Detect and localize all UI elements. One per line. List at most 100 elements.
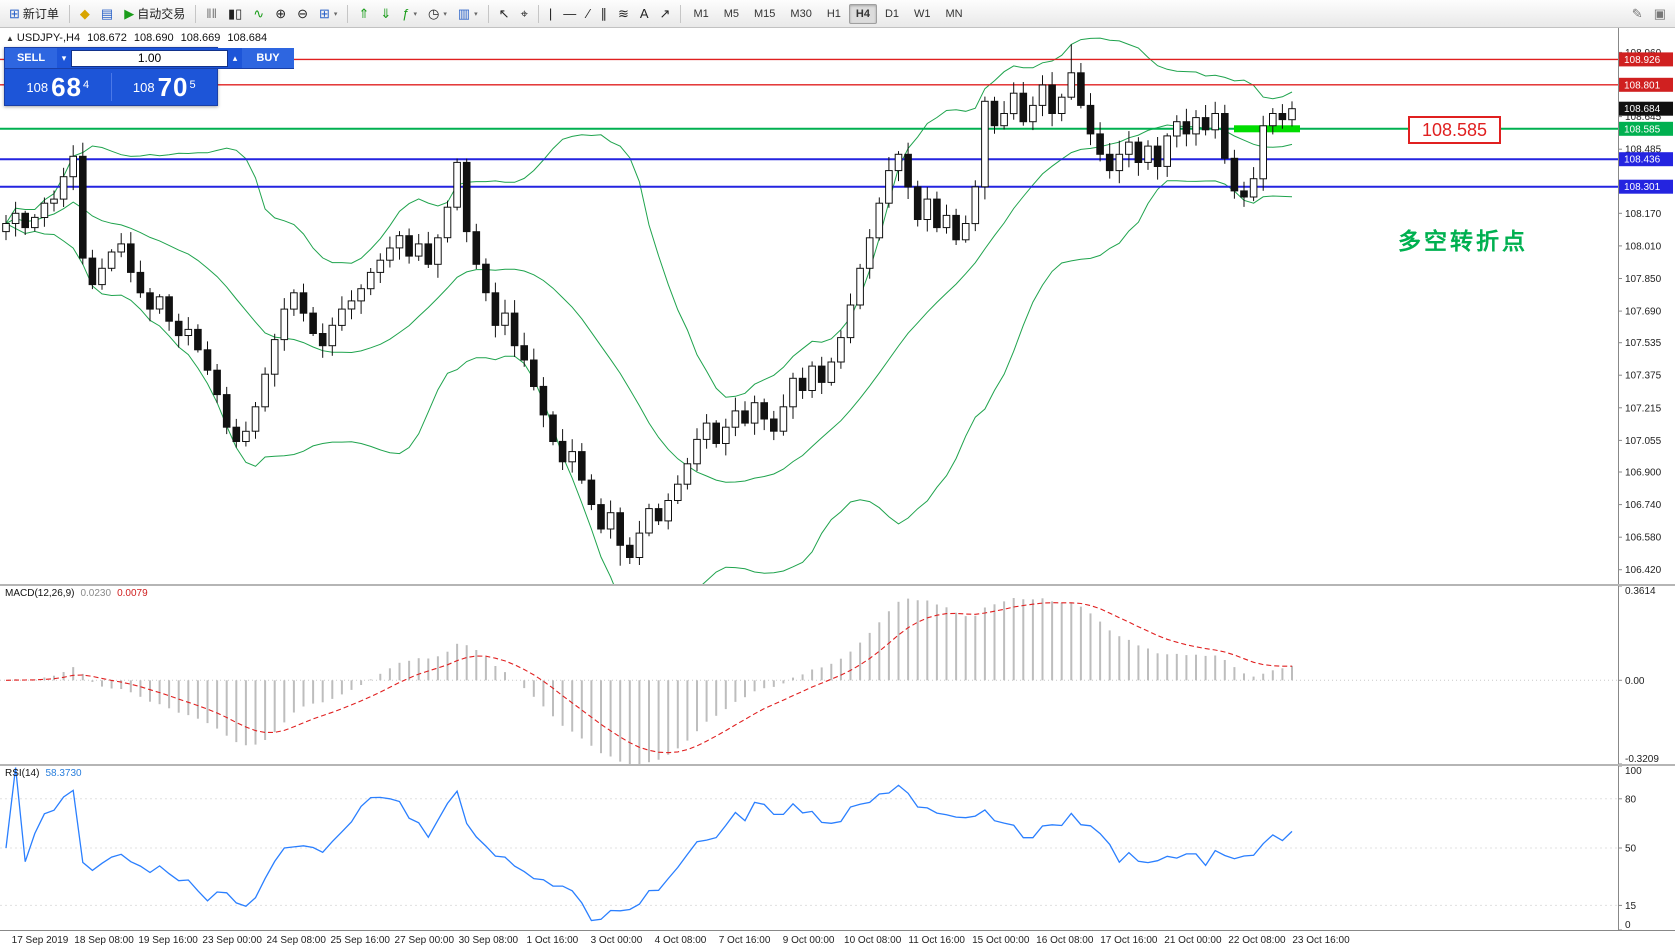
candle-body	[894, 153, 903, 172]
bollinger-middle-band	[5, 124, 1293, 483]
time-axis-label: 21 Oct 00:00	[1164, 935, 1222, 946]
arrange-windows-button[interactable]: ⇑	[353, 3, 374, 25]
timeframe-h1-button[interactable]: H1	[820, 4, 848, 24]
time-axis-label: 30 Sep 08:00	[458, 935, 519, 946]
candle-body	[635, 532, 644, 559]
candle-body	[933, 198, 941, 229]
macd-pane[interactable]: 0.3614 0.00 -0.3209	[0, 586, 1675, 764]
text-tool-button[interactable]: A	[635, 3, 654, 25]
toolbar-separator	[68, 4, 70, 23]
collapse-triangle-icon[interactable]: ▲	[6, 34, 14, 43]
price-chart-pane[interactable]: 108.960108.645108.485108.170108.010107.8…	[0, 28, 1675, 584]
timeframe-m5-button[interactable]: M5	[717, 4, 746, 24]
buy-button[interactable]: BUY	[242, 48, 294, 69]
candle-body	[1221, 113, 1229, 159]
price-badge	[1619, 77, 1673, 92]
candle-body	[1019, 92, 1028, 123]
candle-body	[568, 451, 577, 463]
cascade-windows-button[interactable]: ⇓	[375, 3, 396, 25]
candle-body	[357, 288, 365, 302]
templates-button[interactable]: ▥ ▾	[453, 3, 483, 25]
candle-body	[990, 100, 999, 127]
timeframe-m15-button[interactable]: M15	[747, 4, 782, 24]
rsi-pane[interactable]: 100 80 50 15 0	[0, 766, 1675, 930]
bid-price[interactable]: 108 68 4	[5, 69, 111, 105]
candle-body	[136, 271, 145, 294]
pencil-button[interactable]: ✎	[1627, 3, 1648, 25]
price-annotation-box[interactable]: 108.585	[1408, 116, 1502, 144]
cursor-tool-button[interactable]: ↖	[494, 3, 515, 25]
time-axis-label: 10 Oct 08:00	[844, 935, 902, 946]
indicators-button[interactable]: ƒ ▾	[397, 3, 422, 25]
candle-body	[817, 365, 826, 383]
price-badge	[1619, 179, 1673, 194]
candle-chart-mode-button[interactable]: ▮▯	[223, 3, 247, 25]
candle-body	[117, 243, 126, 253]
pane-separator[interactable]	[0, 584, 1675, 586]
trend-note-text[interactable]: 多空转折点	[1398, 228, 1528, 254]
pane-separator[interactable]	[0, 764, 1675, 766]
time-axis[interactable]: 17 Sep 2019 18 Sep 08:00 19 Sep 16:00 23 Se…	[0, 930, 1675, 950]
candle-body	[1163, 135, 1172, 167]
panel-button[interactable]: ▣	[1649, 3, 1671, 25]
timeframe-w1-button[interactable]: W1	[907, 4, 938, 24]
symbols-button[interactable]: ◆	[75, 3, 95, 25]
timeframe-d1-button[interactable]: D1	[878, 4, 906, 24]
bar-chart-mode-button[interactable]: ‖‖	[201, 3, 222, 25]
candle-body	[770, 418, 778, 432]
horizontal-line-tool-button[interactable]: —	[558, 3, 581, 25]
volume-input[interactable]	[71, 49, 228, 67]
fibonacci-tool-button[interactable]: ≋	[613, 3, 634, 25]
candle-body	[309, 312, 317, 335]
price-badge-label: 108.585	[1624, 124, 1661, 135]
ohlc-low: 108.669	[180, 32, 221, 44]
sell-button[interactable]: SELL	[5, 48, 57, 69]
ask-price[interactable]: 108 70 5	[112, 69, 218, 105]
tile-windows-button[interactable]: ⊞ ▾	[314, 3, 342, 25]
arrows-tool-button[interactable]: ↗	[655, 3, 676, 25]
timeframe-h4-button[interactable]: H4	[848, 3, 877, 24]
toolbar-separator	[680, 4, 682, 23]
zoom-out-button[interactable]: ⊖	[292, 3, 313, 25]
bid-prefix: 108	[26, 79, 49, 95]
candle-body	[971, 186, 980, 225]
trendline-tool-button[interactable]: ∕	[582, 3, 594, 25]
volume-increase-arrow[interactable]: ▴	[232, 52, 238, 63]
main-toolbar: ⊞ 新订单 ◆ ▤ ▶ 自动交易 ‖‖ ▮▯ ∿ ⊕ ⊖ ⊞ ▾ ⇑ ⇓ ƒ ▾ ◷…	[0, 0, 1675, 28]
periods-button[interactable]: ◷ ▾	[423, 3, 452, 25]
timeframe-m1-button[interactable]: M1	[686, 4, 715, 24]
fibonacci-icon: ≋	[617, 6, 629, 21]
price-axis-label: 106.580	[1625, 533, 1662, 544]
bid-main: 68	[51, 71, 82, 102]
channel-tool-button[interactable]: ∥	[595, 3, 612, 25]
vertical-line-tool-button[interactable]: |	[544, 3, 557, 25]
timeframe-mn-button[interactable]: MN	[939, 4, 970, 24]
candle-body	[146, 292, 154, 310]
market-watch-button[interactable]: ▤	[96, 3, 118, 25]
line-chart-mode-button[interactable]: ∿	[248, 3, 269, 25]
candle-body	[434, 237, 442, 265]
ask-main: 70	[157, 71, 189, 102]
candle-body	[366, 271, 375, 290]
new-order-button[interactable]: ⊞ 新订单	[4, 3, 64, 25]
candle-body	[865, 237, 874, 269]
candle-body	[616, 512, 625, 546]
toolbar-separator	[195, 4, 197, 23]
zoom-in-button[interactable]: ⊕	[270, 3, 291, 25]
time-axis-label: 11 Oct 16:00	[908, 935, 965, 946]
crosshair-tool-button[interactable]: ⌖	[516, 3, 533, 25]
timeframe-m30-button[interactable]: M30	[783, 4, 818, 24]
candle-body	[40, 202, 49, 218]
candle-body	[328, 324, 337, 347]
volume-decrease-arrow[interactable]: ▾	[61, 52, 67, 63]
candlestick-chart-icon: ▮▯	[227, 6, 243, 21]
candle-body	[491, 292, 500, 326]
crosshair-icon: ⌖	[520, 6, 528, 21]
autotrade-button[interactable]: ▶ 自动交易	[119, 3, 190, 25]
bollinger-upper-band	[5, 37, 1293, 398]
line-chart-icon: ∿	[253, 6, 265, 21]
candle-body	[923, 198, 932, 221]
candle-body	[578, 451, 586, 481]
candle-body	[674, 483, 682, 502]
price-badge-label: 108.926	[1624, 55, 1661, 66]
